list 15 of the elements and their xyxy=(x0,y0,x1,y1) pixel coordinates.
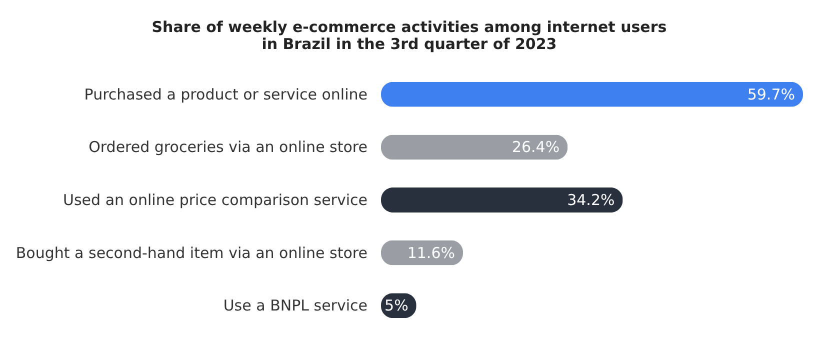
text: in Brazil in the 3rd quarter of 2023 xyxy=(262,35,557,53)
bar xyxy=(381,188,623,212)
data-label: 34.2% xyxy=(567,191,615,209)
y-tick-label: Used an online price comparison service xyxy=(63,191,368,209)
bar xyxy=(381,82,803,107)
data-label: 26.4% xyxy=(512,138,560,156)
text: Share of weekly e-commerce activities among internet users xyxy=(152,18,667,36)
y-tick-label: Bought a second-hand item via an online store xyxy=(16,244,368,262)
bar xyxy=(381,134,568,160)
data-label: 5% xyxy=(384,296,408,315)
data-label: 11.6% xyxy=(407,244,455,262)
data-label: 59.7% xyxy=(747,85,795,104)
y-tick-label: Purchased a product or service online xyxy=(84,85,368,104)
y-tick-label: Use a BNPL service xyxy=(223,296,368,315)
y-tick-label: Ordered groceries via an online store xyxy=(88,138,368,156)
